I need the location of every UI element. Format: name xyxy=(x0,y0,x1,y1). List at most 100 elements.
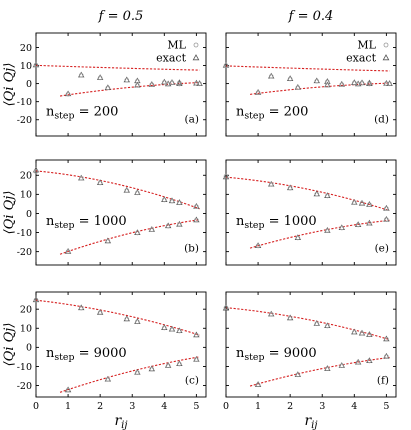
x-tick-label: 3 xyxy=(319,401,325,412)
panel-e: nstep = 1000 (e) xyxy=(222,159,397,266)
upper-ml-point xyxy=(135,319,140,325)
lower-ml-point xyxy=(165,363,171,368)
y-tick-label: 20 xyxy=(20,43,32,54)
legend-exact-marker xyxy=(382,54,390,61)
upper-ml-point xyxy=(78,176,84,181)
y-tick-label: -10 xyxy=(17,97,32,108)
y-tick-label: -10 xyxy=(17,362,32,373)
fit-curve-lower xyxy=(59,82,200,97)
upper-ml-point xyxy=(124,188,130,193)
upper-ml-point xyxy=(97,75,103,81)
nstep-label: nstep = 1000 xyxy=(46,214,127,231)
lower-ml-point xyxy=(105,377,111,382)
lower-ml-point xyxy=(165,223,171,229)
lower-ml-point xyxy=(177,361,182,367)
upper-ml-point xyxy=(359,331,365,336)
upper-ml-point xyxy=(169,80,175,85)
plot-frame xyxy=(225,32,397,137)
y-tick-label: 10 xyxy=(20,61,32,72)
lower-ml-point xyxy=(149,366,155,372)
upper-ml-point xyxy=(268,182,274,187)
lower-ml-point xyxy=(197,81,202,87)
x-tick-label: 2 xyxy=(287,401,293,412)
panel-tag: (a) xyxy=(185,114,199,126)
nstep-label: nstep = 9000 xyxy=(46,346,127,363)
fit-curve-upper xyxy=(35,170,200,210)
y-tick-label: -10 xyxy=(17,228,32,239)
upper-ml-point xyxy=(169,198,175,204)
x-tick-label: 2 xyxy=(97,401,103,412)
plot-frame xyxy=(35,291,207,398)
y-tick-label: 20 xyxy=(20,171,32,182)
lower-ml-point xyxy=(105,238,111,244)
upper-ml-point xyxy=(78,72,84,78)
x-tick-label: 4 xyxy=(161,401,167,412)
x-tick-label: 0 xyxy=(33,401,39,412)
y-tick-label: 10 xyxy=(20,190,32,201)
panel-b: -20 -10 0 10 20 nstep = 1000 (b) xyxy=(17,159,207,266)
upper-ml-point xyxy=(177,200,182,206)
lower-ml-point xyxy=(135,370,140,375)
upper-ml-point xyxy=(325,193,330,199)
lower-ml-point xyxy=(135,83,140,88)
lower-ml-point xyxy=(355,222,361,228)
upper-ml-point xyxy=(352,329,357,335)
upper-ml-point xyxy=(33,297,39,303)
upper-ml-point xyxy=(223,173,229,179)
panel-f: 0 1 2 3 4 5 nstep = 9000 (f) xyxy=(222,291,397,412)
upper-ml-point xyxy=(169,327,175,332)
lower-ml-point xyxy=(65,249,71,254)
lower-ml-point xyxy=(384,354,389,359)
lower-ml-point xyxy=(255,90,261,95)
x-tick-label: 5 xyxy=(383,401,389,412)
upper-exact-point xyxy=(222,173,230,180)
plot-frame xyxy=(35,159,207,266)
lower-ml-point xyxy=(367,81,372,87)
lower-ml-point xyxy=(325,366,330,372)
upper-ml-point xyxy=(162,325,167,331)
lower-ml-point xyxy=(355,360,361,365)
legend-label: ML xyxy=(167,39,186,52)
legend-label: ML xyxy=(357,39,376,52)
nstep-label: nstep = 200 xyxy=(46,104,118,121)
lower-ml-point xyxy=(177,222,182,227)
upper-ml-point xyxy=(367,332,372,338)
lower-ml-point xyxy=(295,372,301,378)
upper-ml-point xyxy=(135,190,140,196)
lower-ml-point xyxy=(367,221,372,226)
upper-ml-point xyxy=(97,180,103,186)
lower-ml-point xyxy=(387,81,392,87)
y-axis-label: ⟨Qi Qj⟩ xyxy=(2,191,17,235)
fit-curve-upper xyxy=(35,64,200,71)
nstep-label: nstep = 9000 xyxy=(236,346,317,363)
lower-ml-point xyxy=(295,85,301,90)
fit-curve-lower xyxy=(59,219,200,255)
y-axis-label: ⟨Qi Qj⟩ xyxy=(2,63,17,107)
upper-ml-point xyxy=(33,62,39,68)
lower-ml-point xyxy=(135,230,140,236)
x-axis-label: rij xyxy=(114,413,127,430)
panel-tag: (c) xyxy=(185,374,199,386)
lower-ml-point xyxy=(65,91,71,97)
lower-ml-point xyxy=(105,85,111,91)
x-tick-label: 3 xyxy=(129,401,135,412)
upper-exact-point xyxy=(222,304,230,311)
x-tick-label: 4 xyxy=(351,401,357,412)
legend-ml-marker xyxy=(383,42,389,48)
upper-ml-point xyxy=(223,63,229,68)
lower-ml-point xyxy=(339,363,345,368)
lower-ml-point xyxy=(355,81,361,87)
upper-ml-point xyxy=(384,336,389,342)
lower-ml-point xyxy=(194,357,199,362)
upper-ml-point xyxy=(287,315,293,321)
lower-ml-point xyxy=(325,82,330,88)
lower-ml-point xyxy=(339,82,345,87)
y-tick-label: 0 xyxy=(26,209,32,220)
plot-frame xyxy=(225,159,397,266)
fit-curve-upper xyxy=(35,299,200,336)
x-tick-label: 5 xyxy=(193,401,199,412)
panel-tag: (f) xyxy=(377,374,389,386)
lower-ml-point xyxy=(325,228,330,233)
